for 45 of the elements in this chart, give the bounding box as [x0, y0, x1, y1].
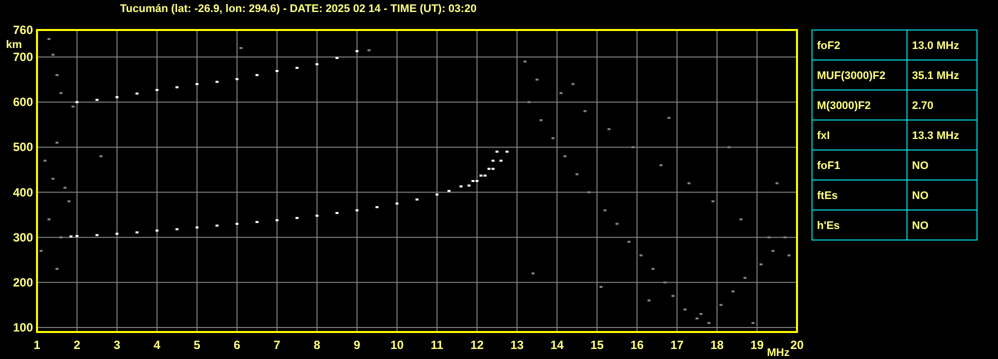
x-tick-label: 13	[510, 338, 524, 352]
x-tick-label: 16	[630, 338, 644, 352]
y-tick-label: 500	[12, 140, 34, 154]
x-tick-label: 3	[114, 338, 121, 352]
x-axis-title: MHz	[767, 347, 790, 359]
y-tick-label: 760	[12, 23, 34, 37]
text: NO	[912, 220, 929, 232]
x-tick-label: 18	[710, 338, 724, 352]
x-tick-label: 12	[470, 338, 484, 352]
text: M(3000)F2	[817, 100, 871, 112]
y-tick-label: 200	[12, 275, 34, 290]
text: h'Es	[817, 220, 840, 232]
x-tick-label: 10	[390, 338, 404, 352]
text: NO	[912, 190, 929, 202]
x-tick-label: 20	[790, 338, 804, 352]
text: ftEs	[817, 190, 838, 202]
x-tick-label: 8	[314, 338, 321, 352]
text: 2.70	[912, 100, 934, 112]
text: MUF(3000)F2	[817, 70, 886, 82]
y-tick-label: 400	[12, 185, 34, 200]
text: 35.1 MHz	[912, 70, 960, 82]
y-axis-title: km	[6, 39, 22, 51]
text: 13.0 MHz	[912, 40, 960, 52]
x-tick-label: 6	[234, 338, 241, 352]
x-tick-label: 14	[550, 338, 564, 352]
text: foF1	[817, 160, 840, 172]
x-tick-label: 2	[74, 338, 81, 352]
x-tick-label: 19	[750, 338, 764, 352]
y-tick-label: 300	[12, 230, 34, 244]
text: foF2	[817, 40, 840, 52]
text: fxI	[817, 130, 830, 142]
chart-title: Tucumán (lat: -26.9, lon: 294.6) - DATE: 2025 02 14 - TIME (UT): 03:20	[120, 3, 477, 15]
x-tick-label: 7	[274, 338, 281, 352]
x-tick-label: 17	[670, 338, 684, 352]
text: 13.3 MHz	[912, 130, 960, 142]
y-tick-label: 700	[12, 50, 34, 64]
x-tick-label: 5	[194, 338, 201, 352]
x-tick-label: 4	[154, 338, 161, 352]
x-tick-label: 9	[354, 338, 361, 352]
y-tick-label: 600	[12, 95, 34, 110]
x-tick-label: 15	[590, 338, 604, 352]
text: NO	[912, 160, 929, 172]
y-tick-label: 100	[12, 320, 34, 334]
x-tick-label: 11	[430, 338, 444, 352]
x-tick-label: 1	[34, 338, 41, 352]
